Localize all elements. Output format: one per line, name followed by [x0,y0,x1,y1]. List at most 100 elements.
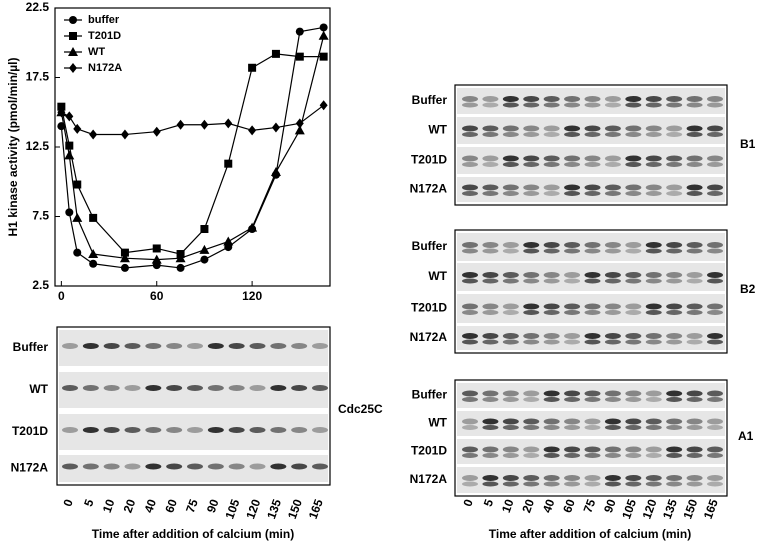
legend-marker [69,63,77,73]
x-tick-label: 120 [242,289,262,303]
band [666,397,683,402]
marker [65,111,74,122]
band [645,333,662,339]
band [625,310,642,315]
band [666,303,683,310]
marker [176,119,185,130]
y-tick-label: 7.5 [32,209,49,223]
band [645,397,662,402]
band [564,418,581,425]
band [502,303,519,310]
band [564,242,581,248]
band [707,303,723,310]
band [145,463,162,470]
band [686,155,703,162]
band [686,132,703,137]
band [584,96,601,102]
band [666,446,683,453]
band [645,303,662,310]
legend-marker [69,32,77,40]
band [103,427,120,433]
band [502,481,519,487]
band [564,453,581,458]
band [645,446,662,453]
lane-label: 20 [121,497,139,515]
band [543,248,560,254]
band [625,397,642,402]
band [462,272,478,278]
band [124,385,141,391]
row-label: WT [428,123,447,137]
band [645,96,662,102]
band [482,418,499,425]
band [584,390,601,397]
band [291,385,308,391]
band [584,191,601,196]
band [604,475,621,481]
band [564,339,581,345]
band [645,418,662,425]
band [462,278,478,284]
band [645,425,662,430]
band [187,385,203,391]
marker [120,263,129,272]
band [462,96,478,102]
marker [295,52,304,61]
band [312,463,328,470]
band [523,339,540,345]
band [666,248,683,254]
band [207,427,224,433]
band [502,272,519,278]
band [482,397,499,402]
band [502,191,519,196]
x-tick-label: 60 [150,289,164,303]
row-label: N172A [410,330,448,344]
band [249,427,266,433]
band [145,385,162,391]
band [707,184,723,191]
row-label: T201D [411,301,447,315]
band [707,397,723,402]
band [462,453,478,458]
band [502,339,519,345]
band [604,278,621,284]
band [686,418,703,425]
marker [270,167,281,177]
band [502,453,519,458]
band [462,242,478,248]
band [584,339,601,345]
band [502,96,519,102]
band [62,463,78,470]
band [312,343,328,349]
band [103,385,120,391]
band [82,343,99,349]
band [166,385,183,391]
band [666,339,683,345]
band [645,475,662,481]
lane-label: 10 [100,497,118,515]
lane-label: 0 [460,497,476,508]
band [625,272,642,278]
band [645,191,662,196]
legend-marker [68,47,78,56]
band [625,132,642,137]
marker [152,126,161,137]
band [707,248,723,254]
band [666,184,683,191]
band [523,96,540,102]
band [584,310,601,315]
blot-name: Cdc25C [338,402,383,416]
band [502,425,519,430]
band [462,248,478,254]
band [543,418,560,425]
band [543,339,560,345]
band [502,310,519,315]
band [645,102,662,108]
marker [319,100,328,111]
band [584,397,601,402]
y-tick-label: 22.5 [26,0,50,14]
band [584,475,601,481]
band [482,453,499,458]
lane-label: 135 [264,497,284,521]
